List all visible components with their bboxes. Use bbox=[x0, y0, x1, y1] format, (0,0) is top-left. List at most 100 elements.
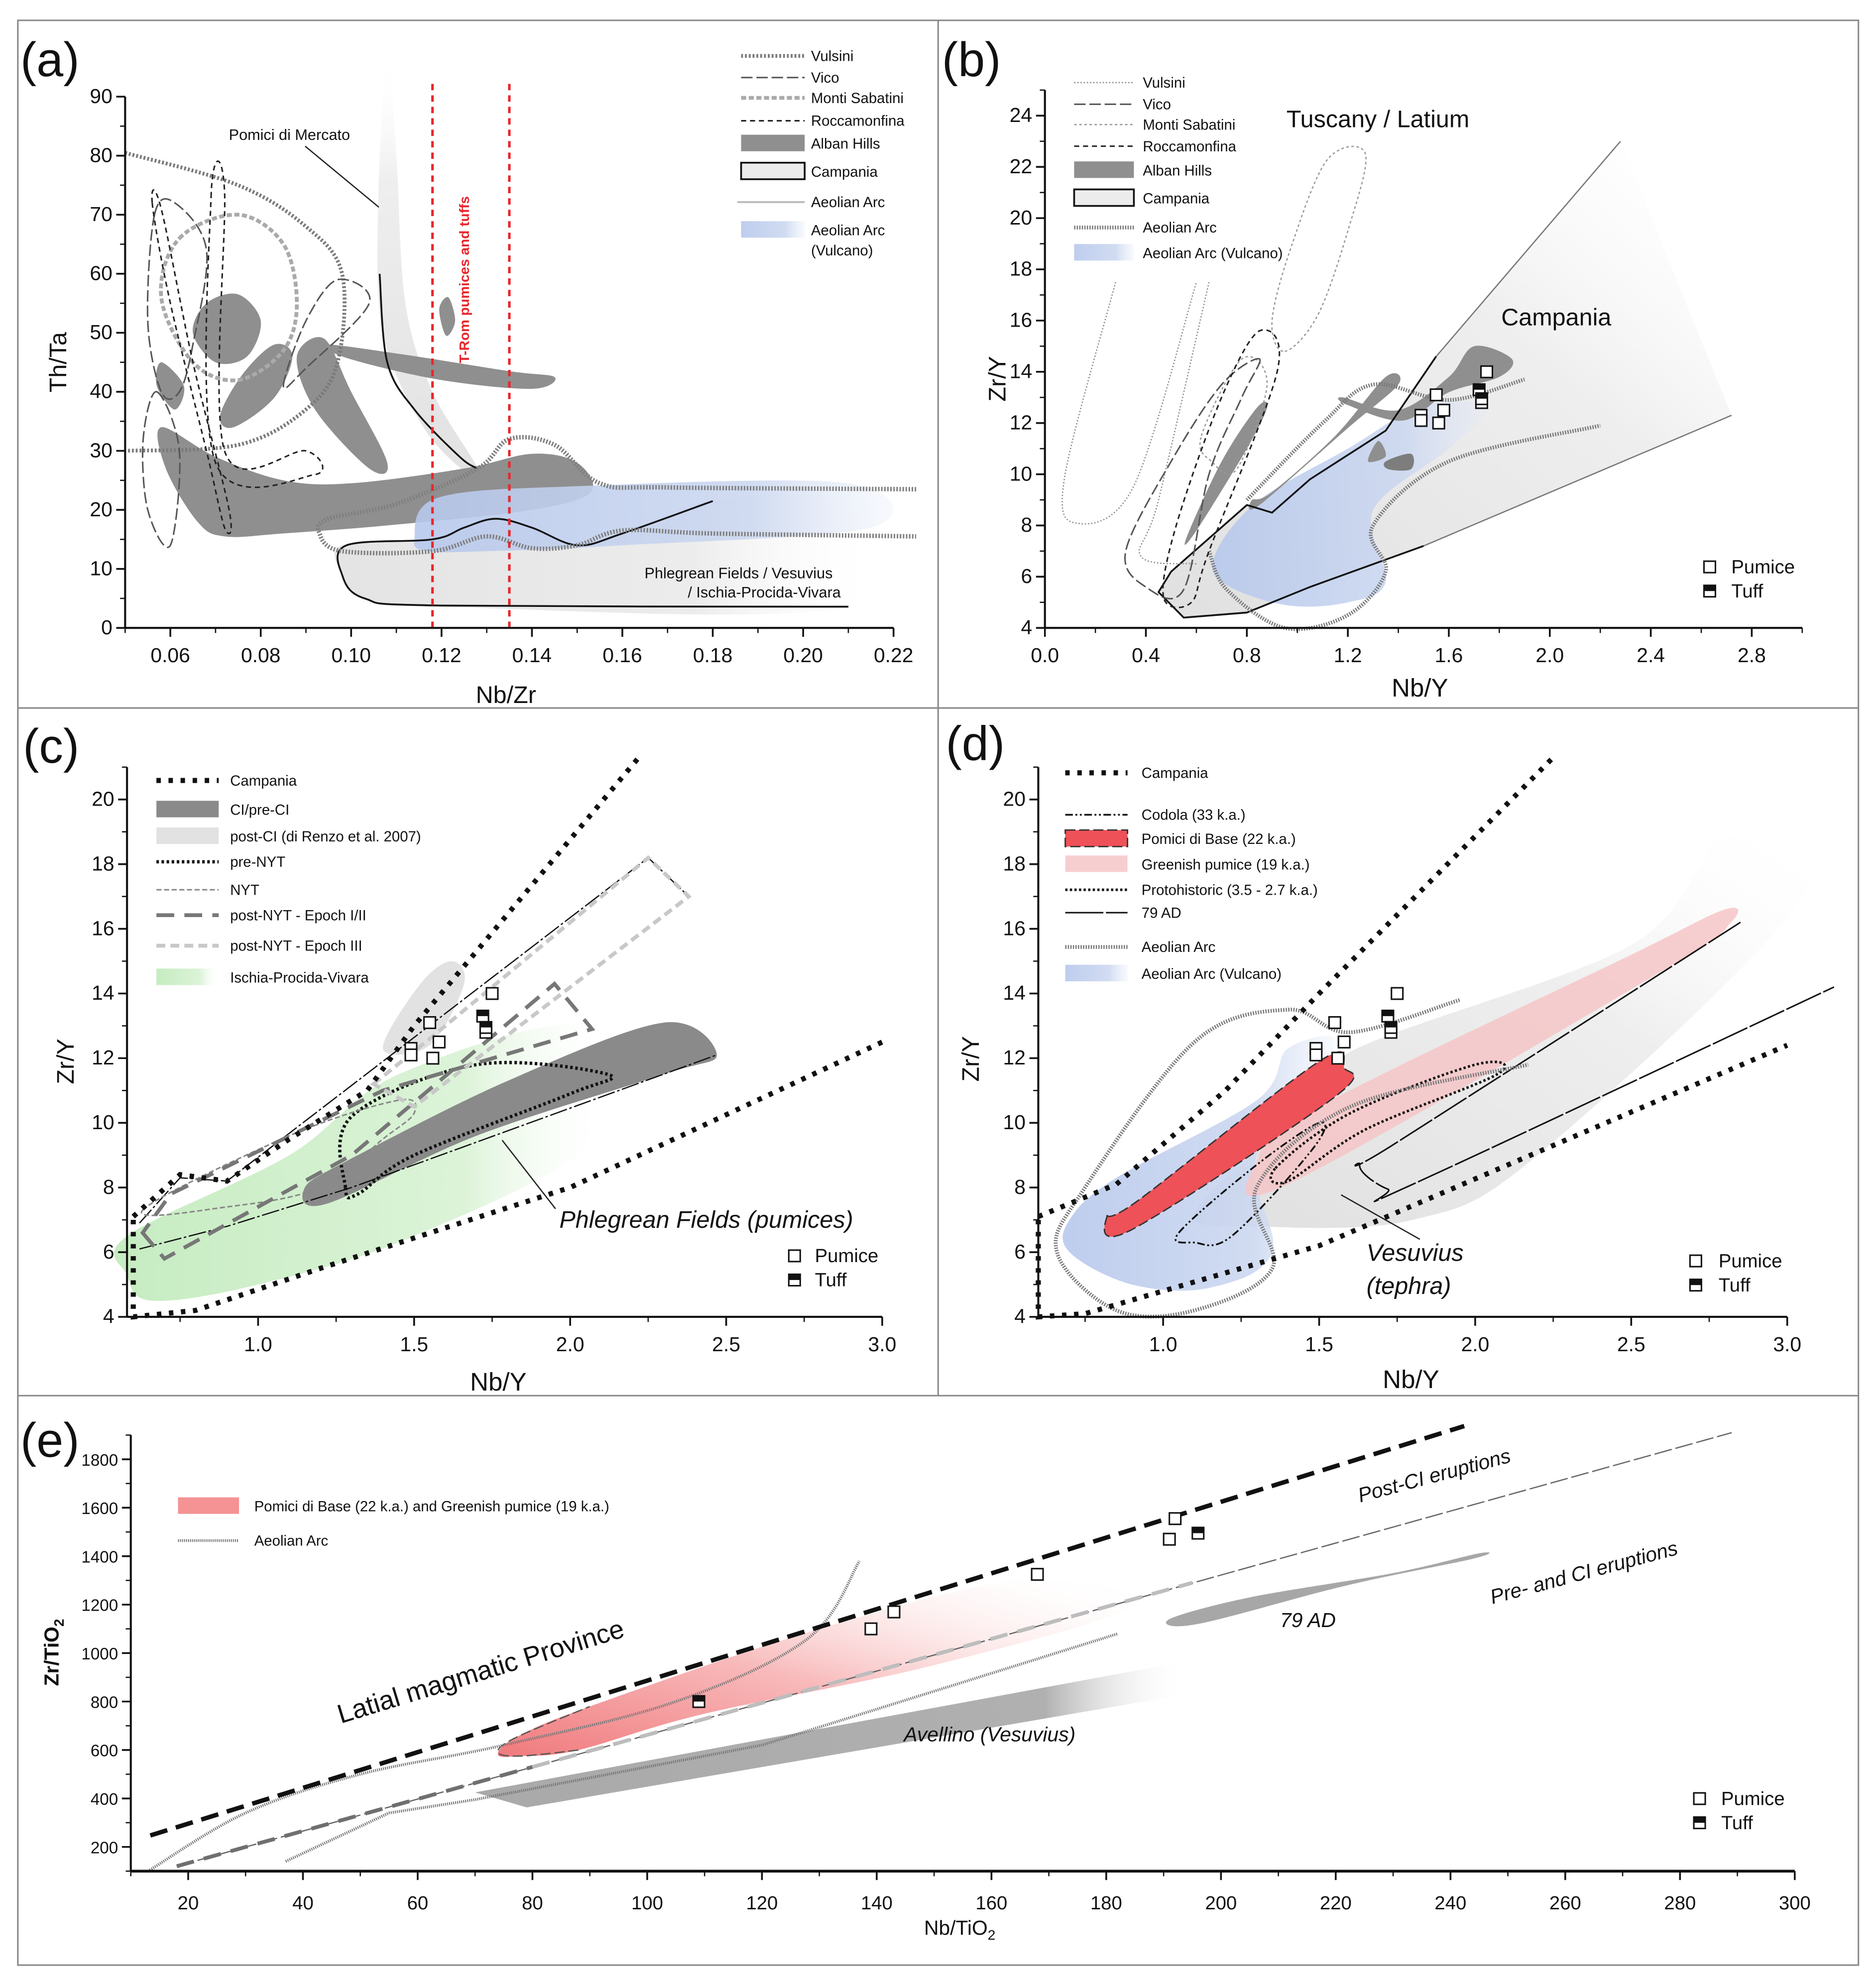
outline-campania bbox=[1037, 755, 1555, 1219]
annotation-t-rom: T-Rom pumices and tuffs bbox=[457, 196, 472, 363]
x-tick-label: 0.22 bbox=[874, 644, 913, 667]
y-tick-label: 4 bbox=[1014, 1305, 1026, 1328]
outline-campania-limit bbox=[139, 1054, 717, 1250]
legend-swatch bbox=[1074, 161, 1134, 178]
y-tick-label: 1400 bbox=[81, 1548, 118, 1566]
y-tick-label: 16 bbox=[92, 917, 114, 939]
region-alban-hills bbox=[322, 344, 556, 389]
region-pomici-di-base bbox=[1103, 1051, 1355, 1238]
region-layer bbox=[114, 54, 1835, 1872]
pumice-sample-point bbox=[1163, 1532, 1176, 1546]
outline-pre-nyt bbox=[338, 1060, 615, 1199]
y-tick-label: 8 bbox=[103, 1175, 115, 1198]
pumice-legend-label: Pumice bbox=[1731, 556, 1795, 578]
y-tick-label: 20 bbox=[1003, 788, 1026, 811]
outline-roccamonfina bbox=[151, 189, 232, 535]
legend-label: Aeolian Arc bbox=[1142, 939, 1216, 955]
y-tick-label: 40 bbox=[90, 380, 112, 403]
x-tick-label: 1.6 bbox=[1435, 644, 1463, 667]
annotation-campania: Campania bbox=[1501, 304, 1611, 331]
outline-aeolian-arc bbox=[285, 1632, 1118, 1863]
y-tick-label: 60 bbox=[90, 262, 112, 285]
x-axis-label-a: Nb/Zr bbox=[476, 682, 536, 708]
x-tick-label: 80 bbox=[522, 1892, 543, 1914]
x-tick-label: 0.12 bbox=[422, 644, 461, 667]
legend-label: Aeolian Arc (Vulcano) bbox=[1143, 245, 1283, 261]
region-aeolian-vulcano bbox=[1212, 401, 1487, 607]
tuff-sample-point-fill bbox=[477, 1010, 489, 1016]
x-tick-label: 180 bbox=[1090, 1892, 1122, 1914]
region-post-ci bbox=[382, 961, 465, 1055]
y-tick-label: 1000 bbox=[81, 1645, 118, 1663]
legend-swatch bbox=[740, 162, 806, 180]
region-ci-pre-ci bbox=[302, 1022, 717, 1206]
y-tick-label: 30 bbox=[90, 439, 112, 462]
legend-label: Aeolian Arc bbox=[254, 1533, 329, 1549]
tuff-sample-point-fill bbox=[1476, 393, 1488, 399]
x-tick-label: 260 bbox=[1549, 1892, 1581, 1914]
y-axis-label-b: Zr/Y bbox=[984, 356, 1011, 402]
outline-vico bbox=[1124, 357, 1261, 600]
legend-swatch bbox=[741, 221, 805, 238]
tuff-sample-point-fill bbox=[480, 1022, 492, 1028]
pumice-sample-point bbox=[404, 1048, 418, 1061]
tuff-legend-label: Tuff bbox=[1721, 1812, 1753, 1834]
x-axis-label-d: Nb/Y bbox=[1383, 1365, 1439, 1394]
outline-pomici-greenish bbox=[497, 1706, 590, 1757]
y-tick-label: 10 bbox=[1010, 462, 1032, 485]
x-tick-label: 0.0 bbox=[1031, 644, 1059, 667]
y-tick-label: 24 bbox=[1010, 104, 1032, 126]
x-tick-label: 200 bbox=[1205, 1892, 1237, 1914]
y-tick-label: 1600 bbox=[81, 1500, 118, 1518]
panel-label-b: (b) bbox=[942, 32, 1001, 87]
outline-monti-sabatini bbox=[159, 213, 299, 382]
tuff-sample-point-fill bbox=[693, 1696, 705, 1702]
y-tick-label: 22 bbox=[1010, 155, 1032, 178]
annotation-tephra: (tephra) bbox=[1367, 1273, 1451, 1299]
legend-layer: Pumice Tuff Pumice Tuff Pumice Tuff Pumice Tuff… bbox=[156, 48, 1795, 1834]
outline-aeolian-arc bbox=[1207, 424, 1601, 631]
y-tick-label: 10 bbox=[92, 1111, 114, 1134]
y-tick-label: 18 bbox=[1003, 852, 1026, 875]
x-tick-label: 140 bbox=[861, 1892, 893, 1914]
outline-monti-sabatini bbox=[1199, 355, 1268, 475]
tuff-sample-point-fill bbox=[1192, 1527, 1204, 1533]
x-axis-label-c: Nb/Y bbox=[470, 1368, 527, 1396]
pumice-sample-point bbox=[1391, 987, 1404, 1000]
outline-roccamonfina bbox=[205, 160, 324, 488]
pumice-sample-point bbox=[432, 1035, 446, 1049]
annotation-phlegrean-vesuvius: Phlegrean Fields / Vesuvius bbox=[645, 565, 833, 582]
region-campania-mercato bbox=[377, 54, 480, 479]
x-tick-label: 160 bbox=[975, 1892, 1007, 1914]
tuff-legend-marker-fill bbox=[1704, 585, 1716, 591]
y-tick-label: 4 bbox=[103, 1305, 115, 1328]
y-tick-label: 800 bbox=[91, 1693, 118, 1712]
pumice-sample-point bbox=[485, 987, 499, 1000]
y-tick-label: 8 bbox=[1014, 1175, 1026, 1198]
x-tick-label: 2.0 bbox=[1535, 644, 1564, 667]
y-tick-label: 600 bbox=[91, 1742, 118, 1760]
legend-label: Protohistoric (3.5 - 2.7 k.a.) bbox=[1142, 882, 1318, 898]
legend-swatch bbox=[741, 134, 805, 151]
x-axis-label-b: Nb/Y bbox=[1392, 674, 1448, 702]
x-tick-label: 40 bbox=[292, 1892, 314, 1914]
x-axis-label-e-main: Nb/TiO bbox=[924, 1916, 988, 1939]
region-alban-hills bbox=[1338, 346, 1514, 421]
y-tick-label: 80 bbox=[90, 143, 112, 166]
pumice-sample-point bbox=[1031, 1568, 1044, 1581]
y-tick-label: 12 bbox=[1003, 1046, 1026, 1069]
annotation-vesuvius: Vesuvius bbox=[1367, 1240, 1464, 1267]
legend-label: CI/pre-CI bbox=[230, 802, 289, 819]
x-tick-label: 0.10 bbox=[332, 644, 371, 667]
y-tick-label: 6 bbox=[103, 1240, 115, 1263]
legend-label: pre-NYT bbox=[230, 854, 285, 870]
outline-79-ad bbox=[1354, 922, 1835, 1202]
sample-layer bbox=[404, 365, 1494, 1708]
region-pomici-greenish bbox=[498, 1579, 1137, 1757]
y-tick-label: 20 bbox=[92, 788, 114, 811]
legend-label: 79 AD bbox=[1142, 905, 1181, 921]
y-tick-label: 14 bbox=[1003, 981, 1026, 1004]
y-axis-label-c: Zr/Y bbox=[52, 1039, 79, 1084]
y-tick-label: 4 bbox=[1021, 616, 1032, 639]
